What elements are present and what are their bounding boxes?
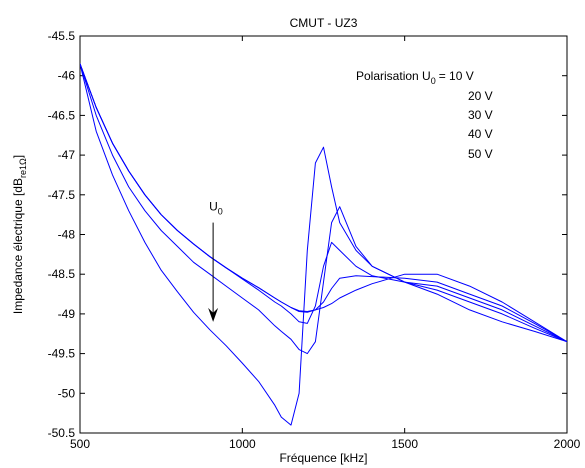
y-tick-label: -49 [58,307,76,321]
y-tick-label: -48 [58,228,76,242]
annotation-label: U0 [209,200,223,217]
y-tick-label: -48.5 [48,267,76,281]
series-line-4 [80,63,567,355]
y-tick-label: -45.5 [48,29,76,43]
legend-title: Polarisation U0 = 10 V [356,69,474,86]
annotation-label-main: U [209,200,218,214]
x-tick-label: 500 [70,437,90,451]
legend-prefix: Polarisation U [356,69,431,83]
legend-entry-1: = 10 V [439,69,474,83]
y-axis-label-close: ] [11,155,25,158]
series-line-5 [80,63,567,426]
y-tick-label: -50 [58,386,76,400]
annotation: U0 [208,200,223,322]
y-axis-ticks: -45.5 -46 -46.5 -47 -47.5 -48 -48.5 -49 -49.5 -50… [48,29,567,440]
chart-title: CMUT - UZ3 [290,16,358,30]
legend-entry-2: 20 V [468,89,493,103]
legend-entry-4: 40 V [468,127,493,141]
x-axis-ticks: 500 1000 1500 2000 [70,36,581,451]
y-tick-label: -50.5 [48,426,76,440]
x-tick-label: 1500 [391,437,418,451]
x-tick-label: 1000 [229,437,256,451]
y-tick-label: -46 [58,69,76,83]
series-line-3 [80,63,567,343]
plot-frame [79,35,568,434]
series-lines [80,63,567,426]
y-tick-label: -49.5 [48,347,76,361]
annotation-arrowhead [208,307,219,322]
annotation-label-subscript: 0 [218,207,223,217]
x-tick-label: 2000 [554,437,581,451]
legend-prefix-subscript: 0 [431,76,436,86]
y-axis-label: Impedance électrique [dBre1Ω] [11,155,28,314]
y-axis-label-main: Impedance électrique [dB [11,178,25,314]
y-tick-label: -47 [58,148,76,162]
y-tick-label: -47.5 [48,188,76,202]
x-axis-label: Fréquence [kHz] [279,451,367,465]
y-tick-label: -46.5 [48,108,76,122]
y-axis-label-subscript: re1Ω [18,158,28,178]
legend: Polarisation U0 = 10 V 20 V 30 V 40 V 50 … [356,69,493,161]
legend-entry-5: 50 V [468,147,493,161]
legend-entry-3: 30 V [468,108,493,122]
